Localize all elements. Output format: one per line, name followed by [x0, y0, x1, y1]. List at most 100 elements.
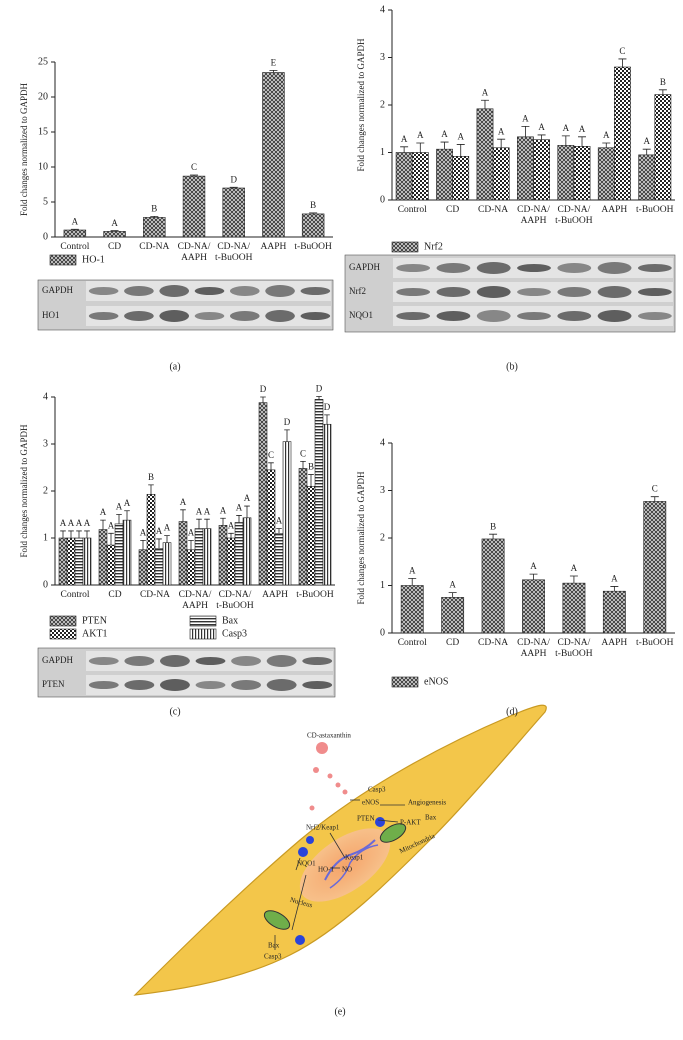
blot-band [436, 311, 471, 321]
blot-band [517, 264, 551, 272]
error-bar [196, 518, 202, 529]
blot-band [124, 680, 155, 690]
x-tick-label: t-BuOOH [296, 590, 334, 600]
bar [154, 548, 164, 586]
panel-label: (a) [169, 361, 180, 372]
x-tick-label: Control [397, 638, 427, 648]
error-bar [308, 474, 314, 487]
bar [258, 402, 268, 586]
bar [182, 175, 206, 238]
error-bar [84, 530, 90, 538]
blot-band [300, 312, 331, 320]
diagram-label: CD-astaxanthin [307, 732, 351, 740]
bar [178, 521, 188, 586]
error-bar [416, 142, 425, 153]
significance-letter: D [316, 384, 323, 394]
blot-band [597, 286, 632, 298]
blot-band [637, 264, 672, 272]
bar [218, 525, 228, 586]
significance-letter: A [108, 520, 115, 530]
bar [492, 147, 510, 201]
error-bar [228, 532, 234, 538]
x-tick-label: CD-NA/ t-BuOOH [214, 242, 253, 263]
significance-letter: A [603, 130, 610, 140]
bar [441, 597, 465, 634]
x-tick-label: CD-NA [139, 242, 170, 252]
blot-band [195, 657, 226, 665]
bar [481, 538, 505, 634]
x-tick-label: CD [446, 205, 460, 215]
bar [436, 148, 453, 201]
error-bar [300, 460, 306, 469]
significance-letter: A [204, 506, 211, 516]
legend-label: Casp3 [222, 628, 247, 639]
significance-letter: A [84, 518, 91, 528]
bar [143, 217, 166, 238]
y-tick-label: 2 [380, 532, 385, 543]
bar [234, 522, 244, 586]
y-tick-label: 3 [380, 485, 385, 496]
y-tick-label: 15 [38, 126, 48, 137]
bar [138, 549, 148, 586]
blot-band [124, 286, 154, 296]
significance-letter: A [244, 493, 251, 503]
y-tick-label: 0 [380, 627, 385, 638]
error-bar [284, 429, 290, 442]
bar [643, 501, 667, 634]
x-tick-label: AAPH [601, 205, 628, 215]
y-axis-label: Fold changes normalized to GAPDH [19, 424, 29, 557]
x-tick-label: CD-NA [478, 638, 509, 648]
blot-band [517, 288, 551, 296]
x-tick-label: Control [60, 242, 90, 252]
error-bar [529, 573, 538, 580]
bar [186, 549, 196, 586]
blot-band [265, 285, 295, 297]
diagram-label: HO-1 [318, 866, 334, 874]
cell-diagram [133, 704, 547, 996]
blot-band [266, 679, 297, 691]
error-bar [190, 174, 198, 177]
bar [66, 537, 76, 586]
significance-letter: D [324, 402, 331, 412]
blot-band [476, 262, 511, 274]
significance-letter: B [310, 200, 316, 210]
y-tick-label: 0 [43, 231, 48, 242]
bar [114, 523, 124, 586]
bar [301, 213, 325, 238]
bar [411, 152, 429, 201]
bar [614, 66, 631, 201]
error-bar [100, 519, 106, 530]
blot-band [124, 311, 154, 321]
error-bar [110, 230, 119, 232]
error-bar [610, 586, 619, 592]
error-bar [480, 99, 489, 109]
panel-label: (e) [334, 1006, 345, 1017]
y-tick-label: 3 [380, 52, 385, 63]
y-tick-label: 0 [43, 579, 48, 590]
significance-letter: A [236, 503, 243, 513]
x-tick-label: CD-NA/ t-BuOOH [216, 590, 254, 611]
error-bar [140, 539, 146, 550]
significance-letter: A [482, 87, 489, 97]
diagram-label: NQO1 [297, 860, 316, 868]
bar [638, 154, 656, 201]
legend-label: PTEN [82, 615, 107, 626]
blot-band [396, 288, 431, 296]
significance-letter: A [140, 527, 147, 537]
legend-label: HO-1 [82, 254, 105, 265]
error-bar [188, 539, 194, 550]
significance-letter: A [228, 520, 235, 530]
blot-band [637, 312, 672, 320]
significance-letter: A [449, 580, 456, 590]
bar [106, 544, 116, 586]
significance-letter: A [579, 124, 586, 134]
y-axis-label: Fold changes normalized to GAPDH [19, 83, 29, 216]
blot-label: GAPDH [349, 262, 381, 272]
significance-letter: A [571, 563, 578, 573]
legend-label: Nrf2 [424, 241, 443, 252]
significance-letter: B [151, 203, 157, 213]
bar [194, 528, 204, 586]
legend-swatch [391, 676, 419, 688]
